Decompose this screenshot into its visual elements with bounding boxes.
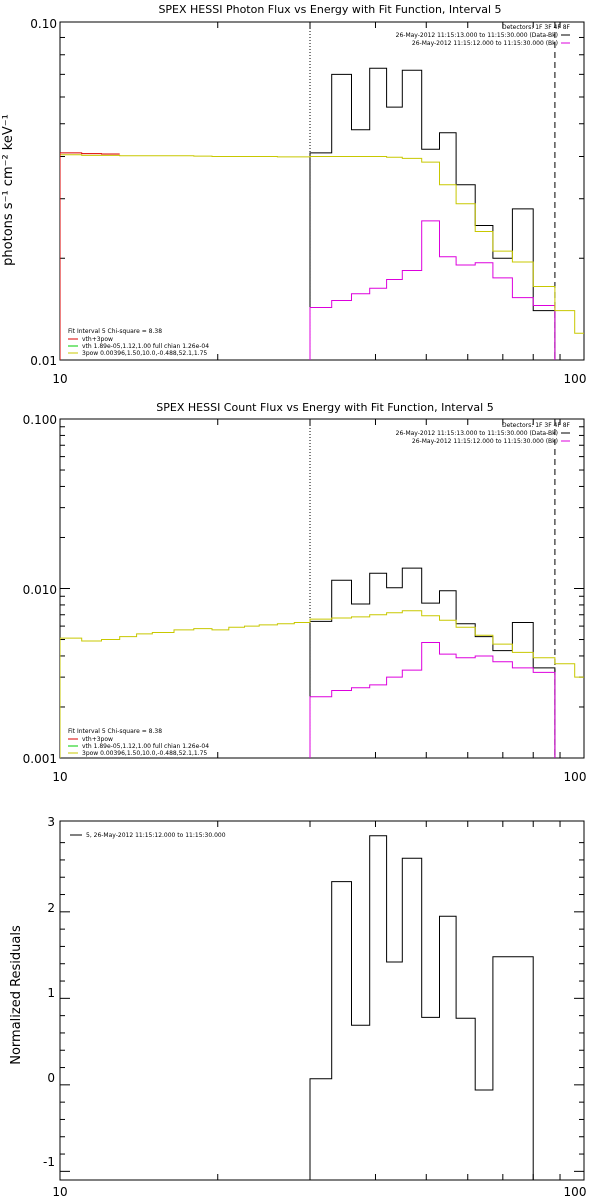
panel2-plot	[59, 418, 585, 759]
panel1-frame	[59, 21, 585, 361]
panel3-frame	[59, 820, 585, 1181]
panel1-ylabel: photons s⁻¹ cm⁻² keV⁻¹	[1, 114, 16, 266]
panel3-ytick-2: 2	[47, 901, 55, 915]
panel2-legend-line1: 26-May-2012 11:15:13.000 to 11:15:30.000…	[396, 430, 558, 437]
panel2-fit-line2: vth 1.89e-05,1.12,1.00 full chian 1.26e-…	[82, 743, 209, 750]
panel2-xtick-100: 100	[564, 770, 587, 784]
panel1-ytick-bottom: 0.01	[30, 354, 57, 368]
panel1-legend-line2: 26-May-2012 11:15:12.000 to 11:15:30.000…	[412, 40, 558, 47]
panel1-fit-line3: 3pow 0.00396,1.50,10.0,-0.488,52.1,1.75	[82, 350, 207, 357]
panel2-fit-header: Fit Interval 5 Chi-square = 8.38	[68, 728, 162, 735]
panel2-series-1	[309, 642, 556, 758]
panel2-legend-line2: 26-May-2012 11:15:12.000 to 11:15:30.000…	[412, 438, 558, 445]
panel2-fit-line3: 3pow 0.00396,1.50,10.0,-0.488,52.1,1.75	[82, 750, 207, 757]
panel2-fit-line1: vth+3pow	[82, 736, 113, 743]
panel2-ytick-0001: 0.001	[23, 752, 57, 766]
panel1-fit-header: Fit Interval 5 Chi-square = 8.38	[68, 328, 162, 335]
panel3-legend-line: 5, 26-May-2012 11:15:12.000 to 11:15:30.…	[86, 832, 226, 839]
panel1-legend-line1: 26-May-2012 11:15:13.000 to 11:15:30.000…	[396, 32, 558, 39]
panel2-xtick-10: 10	[52, 770, 67, 784]
panel3-series-0	[309, 835, 555, 1180]
panel1-fit-line1: vth+3pow	[82, 336, 113, 343]
panel1-xtick-100: 100	[564, 372, 587, 386]
panel2-ytick-0010: 0.010	[23, 583, 57, 597]
panel1-series-3	[60, 152, 120, 360]
panel1-title: SPEX HESSI Photon Flux vs Energy with Fi…	[158, 3, 501, 16]
panel2-frame	[59, 418, 585, 759]
panel1-series-0	[309, 67, 556, 360]
panel1-series-1	[309, 220, 556, 360]
panel3-xtick-100: 100	[564, 1185, 587, 1199]
panel2-title: SPEX HESSI Count Flux vs Energy with Fit…	[156, 401, 493, 414]
panel-photon-flux: SPEX HESSI Photon Flux vs Energy with Fi…	[1, 3, 586, 386]
panel1-series-2	[60, 154, 584, 360]
panel3-ytick-3: 3	[47, 815, 55, 829]
panel1-plot	[59, 21, 585, 361]
panel3-ytick-1: 1	[47, 986, 55, 1000]
panel-count-flux: SPEX HESSI Count Flux vs Energy with Fit…	[23, 401, 587, 784]
panel1-xtick-10: 10	[52, 372, 67, 386]
panel2-series-2	[60, 610, 584, 758]
panel1-fit-line2: vth 1.89e-05,1.12,1.00 full chian 1.26e-…	[82, 343, 209, 350]
panel3-xtick-10: 10	[52, 1185, 67, 1199]
panel2-legend-header: Detectors: 1F 3F 4F 8F	[502, 422, 571, 429]
panel3-plot	[59, 820, 585, 1181]
panel1-ytick-top: 0.10	[30, 17, 57, 31]
panel2-ytick-0100: 0.100	[23, 413, 57, 427]
panel-residuals: Normalized Residuals 3 2 1 0 -1 10 100 5…	[9, 815, 586, 1199]
panel1-legend-header: Detectors: 1F 3F 4F 8F	[502, 24, 571, 31]
panel3-ytick-0: 0	[47, 1071, 55, 1085]
panel2-series-0	[309, 567, 556, 758]
panel3-ylabel: Normalized Residuals	[9, 925, 24, 1065]
panel3-ytick-m1: -1	[43, 1155, 55, 1169]
